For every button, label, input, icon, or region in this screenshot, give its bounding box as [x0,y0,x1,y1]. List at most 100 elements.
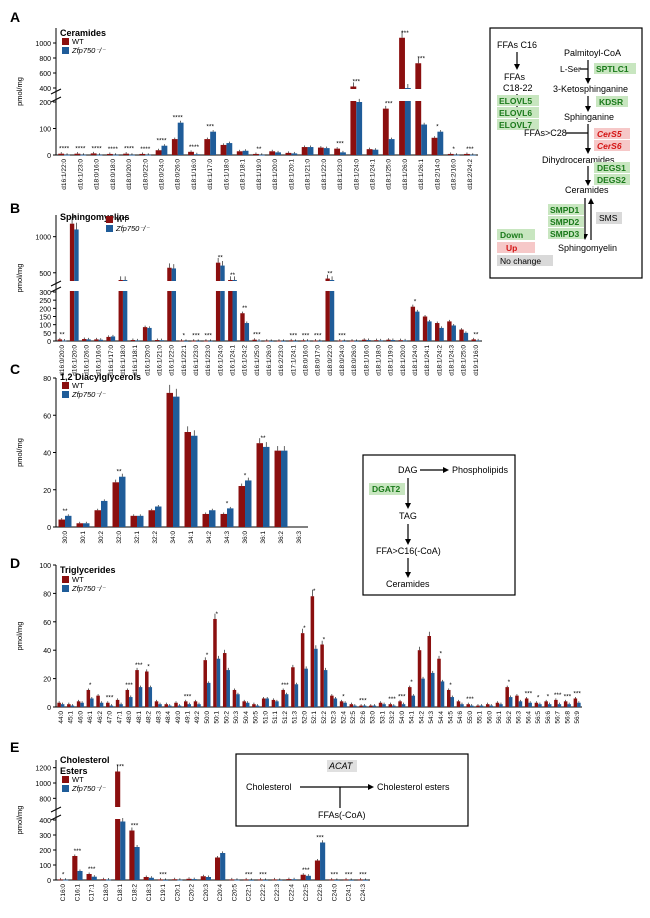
x-tick-label: d16:1/22:1 [181,345,188,376]
significance-label: *** [116,764,124,771]
significance-label: *** [388,696,396,703]
significance-label: ** [230,272,236,279]
bar-ko [323,148,330,155]
x-tick-label: d18:1/24:3 [449,345,456,376]
bar-wt [203,340,209,342]
bar-ko [177,705,182,707]
significance-label: *** [206,124,214,131]
bar-wt [243,879,249,881]
bar-ko [372,149,379,155]
x-tick-label: 55:0 [467,711,474,724]
bar-wt [325,278,330,341]
significance-label: * [183,333,186,340]
bar-ko [518,701,523,707]
legend-no-change: No change [500,256,541,266]
bar-wt [534,702,539,707]
node-ffas-c16: FFAs C16 [497,40,537,50]
bar-wt [330,695,334,707]
node-dag: DAG [398,465,418,475]
significance-label: * [342,693,345,700]
x-tick-label: d18:0/24:0 [339,345,346,376]
bar-ko [244,323,250,341]
x-tick-label: d18:1/23:0 [337,159,344,190]
significance-label: * [414,299,417,306]
bar-ko [469,154,476,156]
x-tick-label: C20:1 [174,884,181,902]
bar-wt [285,152,292,155]
x-tick-label: C18:0 [103,884,110,902]
significance-label: *** [314,333,322,340]
y-tick-label: 1000 [35,41,51,48]
significance-label: *** [106,695,114,702]
bar-break [414,89,422,101]
x-tick-label: 48:1 [136,711,143,724]
y-tick-label: 300 [39,833,51,840]
x-tick-label: d18:1/22:0 [321,159,328,190]
x-tick-label: C16:1 [74,884,81,902]
legend-label: WT [116,215,128,224]
y-tick-label: 40 [43,451,51,458]
enzyme-smpd3: SMPD3 [550,229,580,239]
bar-wt [57,339,63,341]
x-tick-label: C20:2 [189,884,196,902]
bar-wt [276,340,282,342]
y-tick-label: 20 [43,488,51,495]
bar-ko [362,705,367,707]
bar-ko [171,268,177,341]
bar-wt [240,313,245,341]
bar-ko [269,340,274,342]
x-tick-label: C24:3 [360,884,367,902]
bar-ko [236,694,240,707]
x-tick-label: 32:1 [134,531,141,544]
panel-letter-e: E [10,739,19,755]
bar-wt [563,701,568,707]
bar-ko [191,879,197,880]
bar-ko [187,704,192,707]
significance-label: *** [573,690,581,697]
bar-ko [305,875,311,880]
bar-ko [382,704,386,707]
bar-wt [183,701,188,707]
y-tick-label: 100 [39,323,51,330]
bar-ko [129,697,133,707]
bar-wt [193,701,198,707]
bar-wt [155,150,162,155]
bar-ko [234,879,240,881]
bar-ko [353,705,357,707]
significance-label: *** [345,871,353,878]
y-tick-label: 400 [39,818,51,825]
significance-label: **** [140,146,151,153]
bar-wt [155,340,160,341]
bar-wt [57,702,61,707]
bar-wt [112,482,119,527]
y-axis-label: pmol/mg [15,77,24,106]
significance-label: * [323,637,326,644]
bar-ko [404,88,411,155]
bar-wt [228,280,233,341]
x-tick-label: d16:1/23:0 [193,345,200,376]
x-tick-label: 54:5 [448,711,455,724]
significance-label: *** [135,662,143,669]
bar-wt [466,704,470,707]
x-tick-label: 46:0 [77,711,84,724]
node-phospholipids: Phospholipids [452,465,509,475]
y-tick-label: 200 [39,848,51,855]
bar-wt [422,316,428,341]
bar-wt [220,144,227,155]
y-tick-label: 0 [47,339,51,346]
bar-wt [554,699,558,707]
x-tick-label: 56:2 [506,711,513,724]
x-tick-label: d18:2/14:0 [434,159,441,190]
significance-label: * [303,625,306,632]
x-tick-label: 56:6 [545,711,552,724]
legend-swatch [62,38,69,45]
x-tick-label: 48:4 [165,711,172,724]
bar-ko [245,480,252,527]
panel-letter-c: C [10,361,20,377]
bar-wt [301,147,308,155]
bar-ko [242,150,249,155]
bar-wt [90,153,97,155]
bar-wt [184,432,191,527]
legend-label: Zfp750⁻/⁻ [71,584,106,593]
bar-ko [489,705,493,707]
